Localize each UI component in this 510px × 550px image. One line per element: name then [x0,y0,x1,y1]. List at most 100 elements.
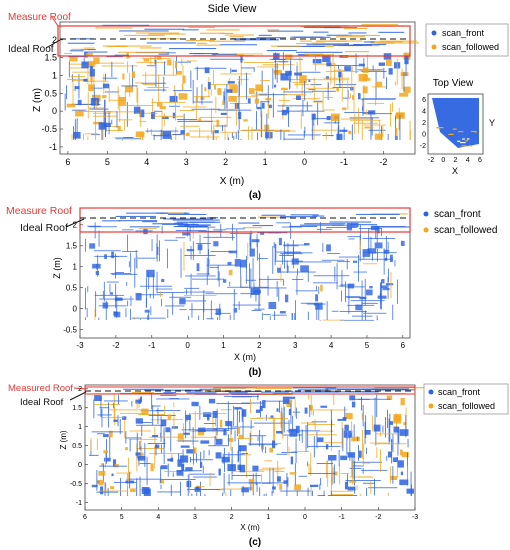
scan-point [331,113,340,122]
scan-point [150,306,152,316]
scan-point [279,400,280,413]
scan-point [237,129,239,140]
scan-point [333,464,335,484]
scan-point [253,422,290,424]
scan-point [276,408,279,412]
scan-point [313,77,315,101]
scan-point [389,413,391,442]
panel-b-ideal-roof-arrow [65,218,85,228]
scan-point [387,241,389,251]
scan-point [376,394,378,418]
scan-roof-point [370,42,419,44]
scan-point [242,409,244,439]
scan-point [126,281,128,286]
scan-roof-point [371,226,411,228]
scan-point [300,302,317,304]
scan-point [104,100,105,128]
panel-c-caption: (c) [249,537,261,548]
scan-roof-point [228,392,248,394]
scan-roof-point [188,26,216,28]
scan-point [253,282,255,289]
scan-point [354,487,356,494]
scan-point [314,419,316,431]
scan-point [322,242,324,253]
scan-point [140,452,144,457]
scan-point [256,234,258,248]
scan-point [196,87,198,103]
scan-point [370,236,372,250]
scan-point [238,301,240,310]
scan-roof-point [124,34,165,36]
scan-point [66,85,67,100]
scan-point [174,85,176,103]
scan-point [226,84,228,109]
scan-point [122,416,127,420]
scan-point [268,129,270,139]
scan-point [208,258,210,265]
scan-point [312,59,322,64]
scan-point [358,445,359,461]
scan-point [137,456,146,461]
scan-point [377,295,387,299]
scan-point [159,106,166,110]
scan-point [328,455,337,461]
scan-point [300,109,302,129]
x-tick-label: -3 [412,514,418,521]
scan-point [227,438,234,442]
scan-point [214,84,216,90]
scan-point [92,263,101,269]
scan-point [382,425,384,433]
scan-point [301,71,321,73]
scan-point [256,66,279,68]
scan-point [207,227,209,256]
scan-point [171,453,173,459]
scan-point [361,397,362,411]
scan-point [362,405,364,427]
scan-point [258,258,268,259]
scan-point [363,85,365,113]
scan-point [322,319,344,321]
scan-point [244,454,251,456]
scan-point [406,488,414,494]
scan-point [156,234,158,262]
inset-scan-point [462,138,465,140]
scan-point [106,111,141,113]
scan-point [269,130,271,140]
x-tick-label: 4 [156,514,160,521]
scan-point [237,450,239,463]
scan-point [66,103,76,108]
scan-point [188,226,216,228]
scan-point [175,230,207,231]
scan-point [274,73,284,75]
scan-point [272,440,276,449]
scan-point [127,473,128,496]
scan-point [331,114,333,137]
scan-point [122,229,134,231]
scan-point [233,288,235,308]
scan-point [363,312,387,314]
x-tick-label: 6 [401,341,406,350]
scan-point [208,398,216,404]
scan-point [90,87,103,89]
inset-scan-point [452,128,457,130]
scan-point [175,127,177,140]
scan-point [372,65,374,71]
scan-roof-point [95,27,133,29]
scan-point [300,422,316,424]
scan-point [374,397,376,426]
scan-point [77,99,82,106]
scan-point [74,85,76,91]
scan-point [72,71,93,73]
scan-point [308,463,310,475]
scan-point [262,400,266,409]
scan-point [97,433,105,435]
scan-point [351,421,353,433]
scan-point [275,243,277,261]
scan-point [192,427,194,445]
scan-point [249,433,251,446]
scan-point [367,102,385,104]
scan-point [229,315,231,320]
scan-roof-point [306,44,349,46]
inset-scan-point [458,131,464,133]
scan-point [302,99,304,117]
